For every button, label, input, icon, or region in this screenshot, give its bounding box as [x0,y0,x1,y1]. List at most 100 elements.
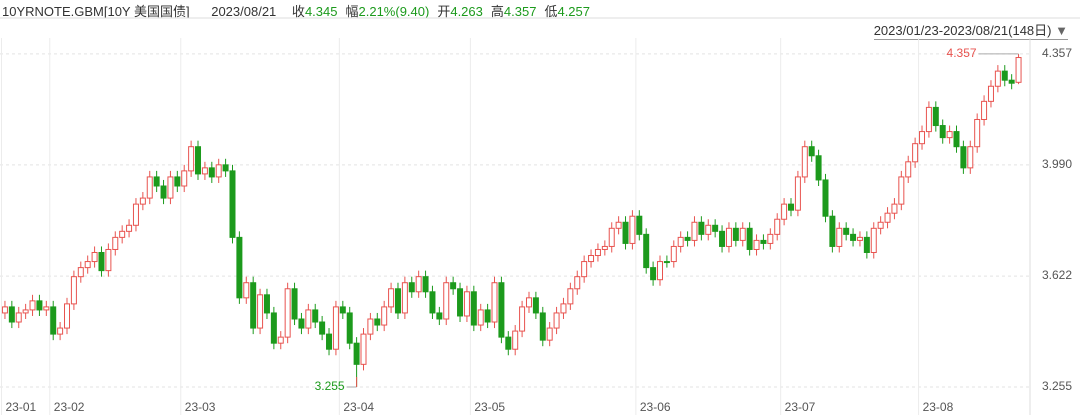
candle-body [477,309,484,326]
candle-body [298,318,305,329]
candle-body [29,300,36,311]
y-tick-label: 3.255 [1042,379,1072,393]
candle-body [719,230,726,247]
candle-body [519,306,526,332]
candle-body [829,215,836,247]
candle-body [932,106,939,127]
candle-body [429,291,436,314]
candle-body [553,312,560,329]
candle-body [636,215,643,235]
range-selector[interactable]: 2023/01/23-2023/08/21(148日) ▼ [873,20,1068,40]
candle-body [663,261,670,264]
date: 2023/08/21 [211,4,277,19]
candle-body [415,276,422,293]
candle-body [498,282,505,338]
candle-body [305,309,312,329]
candle-body [919,131,926,145]
candle-body [946,131,953,139]
candle-body [925,106,932,133]
candle-body [146,176,153,199]
candle-body [939,125,946,139]
candle-body [684,236,691,241]
candle-body [77,267,84,278]
candle-body [394,288,401,314]
candle-body [215,164,222,178]
stat: 收4.345 [292,4,338,19]
candle-body [650,267,657,281]
candle-body [319,321,326,335]
stat-label: 开 [437,4,451,19]
stat-value: 4.345 [304,4,338,19]
candle-body [36,300,43,311]
x-tick-label: 23-06 [640,400,671,414]
candle-body [229,170,236,238]
candle-body [353,342,360,365]
candle-body [201,167,208,175]
candle-body [450,282,457,290]
candle-body [43,306,50,311]
candle-body [195,146,202,175]
header: 10YRNOTE.GBM[10Y 美国国债] 2023/08/21 收4.345… [2,1,602,20]
x-tick-label: 23-04 [343,400,374,414]
candle-body [760,239,767,244]
candle-body [781,203,788,220]
candle-body [188,146,195,172]
candle-body [574,276,581,290]
candle-body [677,236,684,247]
candle-body [367,318,374,335]
min-label: 3.255 [315,379,345,393]
candle-body [91,251,98,263]
candle-body [339,306,346,314]
candle-body [174,176,181,187]
candle-body [994,70,1001,87]
candle-body [836,227,843,247]
candle-body [560,303,567,314]
candle-body [643,233,650,269]
stat: 低4.257 [544,4,590,19]
candle-body [601,245,608,250]
candle-body [581,261,588,278]
candle-body [981,100,988,120]
candle-body [139,197,146,205]
candle-body [167,176,174,199]
candle-body [774,218,781,235]
candle-body [15,312,22,323]
candle-body [953,131,960,148]
candle-body [698,221,705,235]
candle-body [987,85,994,102]
stat: 幅2.21%(9.40) [345,4,429,19]
candle-body [512,330,519,350]
y-tick-label: 4.357 [1042,46,1072,60]
candle-body [525,297,532,308]
candle-body [801,146,808,178]
stat-value: 4.263 [450,4,483,19]
candle-body [891,203,898,214]
candle-body [622,221,629,244]
candle-body [112,236,119,250]
candle-body [850,233,857,241]
candle-body [126,224,133,232]
candle-body [815,155,822,181]
candle-body [505,336,512,350]
candle-body [843,227,850,235]
candle-body [312,309,319,323]
candle-body [8,306,15,323]
x-tick-label: 23-07 [785,400,816,414]
y-tick-label: 3.990 [1042,157,1072,171]
candle-body [119,230,126,238]
candle-body [808,146,815,157]
candle-body [967,146,974,169]
stat-label: 收 [291,4,305,19]
candle-body [98,251,105,272]
candle-body [1015,57,1022,83]
candle-body [22,309,29,314]
candle-body [484,309,491,323]
candle-body [463,291,470,317]
candle-body [57,327,64,335]
candle-body [884,212,891,223]
candle-body [208,167,215,178]
candle-body [436,312,443,320]
candle-body [470,291,477,326]
candle-body [822,179,829,217]
candle-body [277,336,284,344]
